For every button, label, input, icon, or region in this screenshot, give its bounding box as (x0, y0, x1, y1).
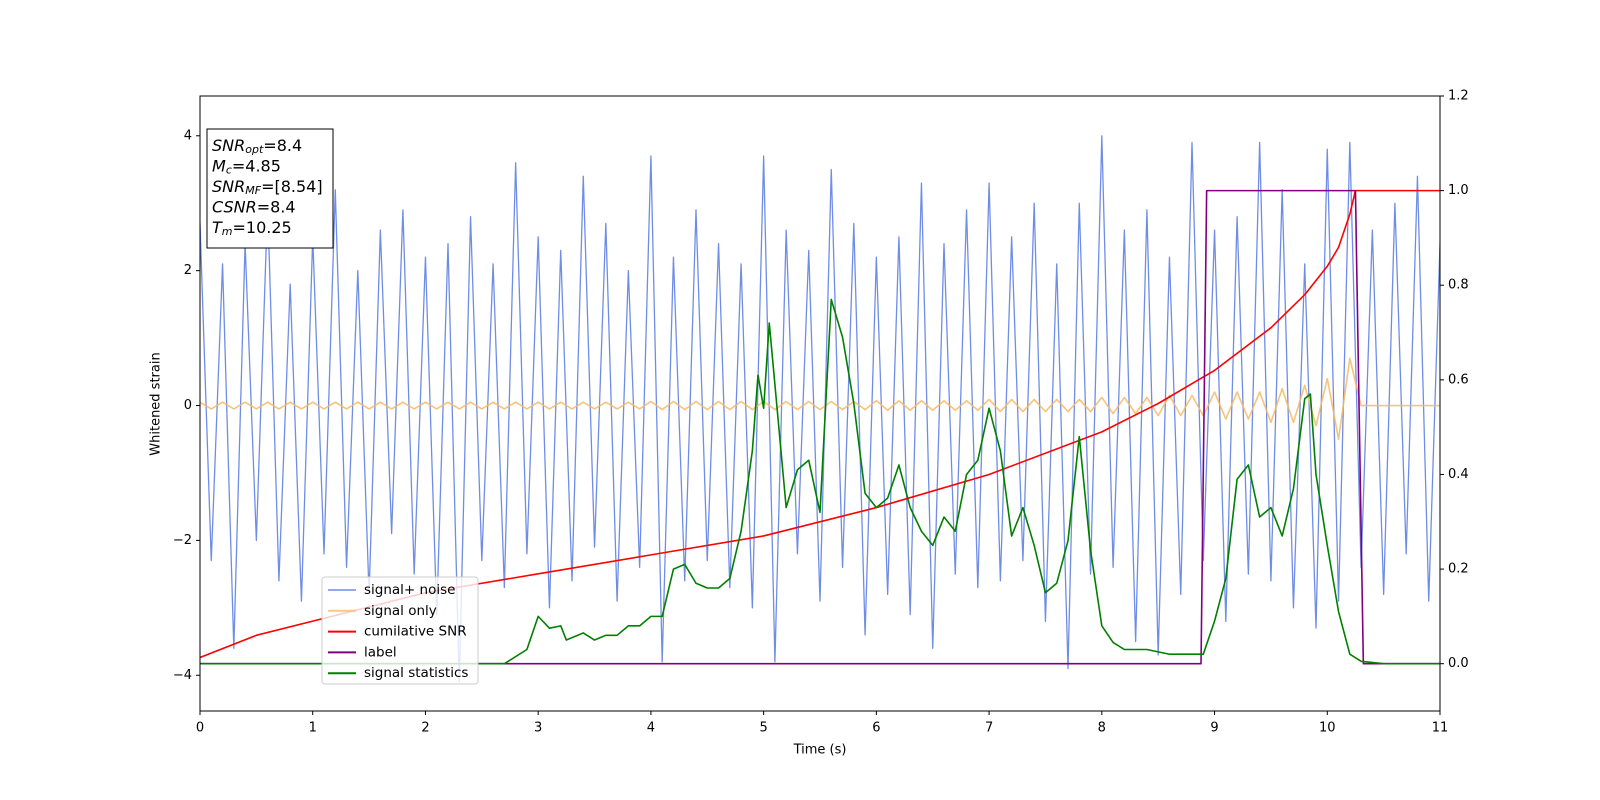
annotation-value: =8.4 (263, 136, 302, 155)
annotation-value: =10.25 (233, 218, 292, 237)
series-line (200, 298, 1440, 665)
annotation-value: =[8.54] (261, 177, 323, 196)
annotation: CSNR=8.4 (212, 197, 296, 216)
plot-frame (199, 95, 1441, 712)
legend-label: signal only (364, 603, 437, 619)
annotation-value: =8.4 (257, 197, 296, 216)
y2-tick-label: 0.8 (1448, 278, 1469, 293)
y-tick-label: −4 (173, 668, 192, 683)
annotation-symbol: SNR (212, 177, 245, 196)
y-tick-label: −2 (173, 533, 192, 548)
annotation-symbol: CSNR (212, 197, 257, 216)
y2-tick-label: 0.2 (1448, 562, 1469, 577)
legend-label: signal statistics (364, 665, 468, 681)
y2-tick-label: 0.4 (1448, 467, 1469, 482)
x-tick-label: 4 (647, 721, 655, 736)
y2-tick-label: 0.6 (1448, 372, 1469, 387)
annotation-symbol: T (212, 218, 223, 237)
legend: signal+ noise signal only cumilative SNR la… (321, 576, 479, 685)
y2-tick-label: 1.2 (1448, 89, 1469, 104)
x-tick-label: 11 (1432, 721, 1449, 736)
annotation: SNRopt=8.4 (212, 136, 302, 157)
annotation-symbol: M (212, 156, 226, 175)
annotation: SNRMF=[8.54] (212, 177, 323, 198)
x-tick-label: 7 (985, 721, 993, 736)
legend-frame (321, 576, 479, 685)
annotation-box: SNRopt=8.4Mc=4.85SNRMF=[8.54]CSNR=8.4Tm=… (206, 128, 334, 249)
annotation-value: =4.85 (232, 156, 281, 175)
legend-label: cumilative SNR (364, 624, 467, 640)
annotation-subscript: opt (245, 143, 264, 156)
x-tick-label: 1 (309, 721, 317, 736)
series-line (200, 357, 1440, 441)
y-tick-label: 4 (184, 128, 192, 143)
x-tick-label: 0 (196, 721, 204, 736)
annotation-subscript: MF (245, 184, 261, 197)
y-axis-label: Whitened strain (149, 352, 164, 455)
annotation-subscript: m (222, 225, 233, 238)
x-tick-label: 8 (1098, 721, 1106, 736)
series-line (200, 135, 1440, 683)
x-tick-label: 5 (759, 721, 767, 736)
x-tick-label: 9 (1210, 721, 1218, 736)
x-axis-label: Time (s) (793, 743, 847, 758)
x-tick-label: 2 (421, 721, 429, 736)
y2-tick-label: 0.0 (1448, 656, 1469, 671)
y-tick-label: 2 (184, 263, 192, 278)
legend-label: signal+ noise (364, 582, 455, 598)
annotation-frame (206, 128, 334, 249)
x-tick-label: 6 (872, 721, 880, 736)
annotation-subscript: c (226, 164, 232, 177)
annotation: Mc=4.85 (212, 156, 281, 177)
y2-tick-label: 1.0 (1448, 183, 1469, 198)
y-tick-label: 0 (184, 398, 192, 413)
x-tick-label: 3 (534, 721, 542, 736)
annotation: Tm=10.25 (212, 218, 292, 239)
x-tick-label: 10 (1319, 721, 1336, 736)
legend-label: label (364, 644, 397, 660)
annotation-symbol: SNR (212, 136, 245, 155)
